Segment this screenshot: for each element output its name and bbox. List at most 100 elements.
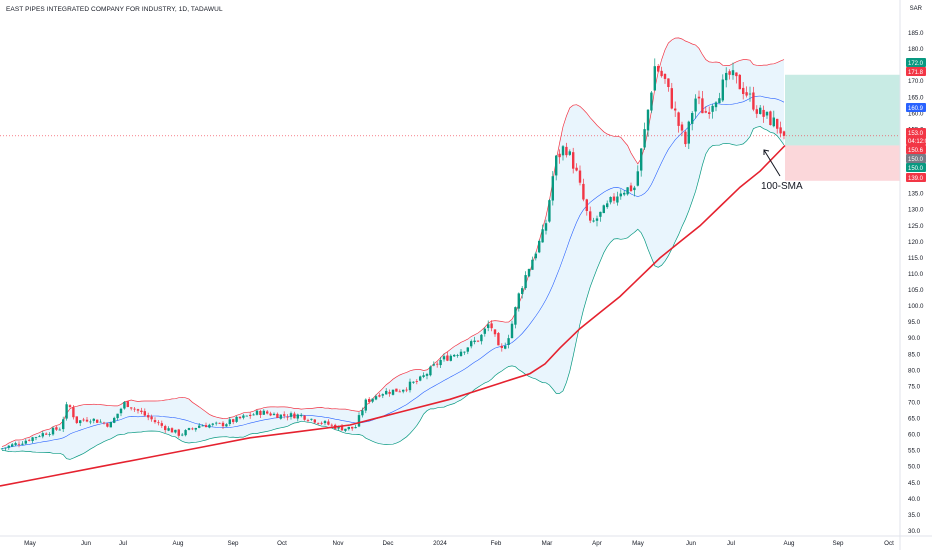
candle xyxy=(323,420,327,426)
candle xyxy=(181,432,184,437)
candle xyxy=(623,190,626,197)
candle-body xyxy=(136,409,140,411)
candle xyxy=(72,405,75,420)
candle-body xyxy=(157,422,160,424)
candle xyxy=(609,196,612,205)
candle-body xyxy=(497,333,500,346)
candle xyxy=(102,421,106,425)
candle xyxy=(704,106,707,114)
candle-body xyxy=(160,423,163,426)
candle-body xyxy=(524,275,527,289)
candle xyxy=(388,389,391,397)
candle-body xyxy=(269,413,272,416)
candle xyxy=(4,447,7,451)
candle-body xyxy=(711,105,714,112)
candle xyxy=(483,327,486,337)
candle xyxy=(558,149,561,164)
candle xyxy=(317,422,320,425)
candle xyxy=(500,343,503,352)
candle-body xyxy=(402,389,405,392)
candle-body xyxy=(116,413,119,419)
candle-body xyxy=(218,422,221,424)
candle-body xyxy=(34,437,38,438)
candle-body xyxy=(170,428,174,433)
candle-body xyxy=(388,391,391,394)
candle-body xyxy=(745,92,748,96)
y-tick-label: 45.0 xyxy=(908,480,921,487)
x-tick-label: Sep xyxy=(227,540,239,547)
candle xyxy=(497,331,500,346)
candle-body xyxy=(276,413,279,418)
candle-body xyxy=(4,447,7,449)
candle xyxy=(48,432,51,437)
candle xyxy=(640,148,643,177)
candle xyxy=(391,389,395,396)
candle-body xyxy=(211,423,214,425)
candle xyxy=(776,118,779,134)
candle-body xyxy=(300,415,303,416)
candle xyxy=(109,421,112,428)
candle xyxy=(21,441,24,446)
candle xyxy=(504,342,507,350)
candle xyxy=(364,398,367,414)
candle xyxy=(636,165,639,187)
candle-body xyxy=(113,417,116,423)
candle xyxy=(7,445,10,450)
candle-body xyxy=(323,421,327,424)
price-axis[interactable]: 185.0180.0175.0170.0165.0160.0155.0150.0… xyxy=(899,0,924,550)
candle xyxy=(568,149,571,156)
candle xyxy=(28,438,31,442)
candle-body xyxy=(429,366,432,376)
candle-body xyxy=(446,355,449,361)
x-tick-label: Mar xyxy=(542,540,553,547)
candle xyxy=(170,427,174,433)
candle-body xyxy=(687,121,690,144)
candle xyxy=(517,292,520,312)
price-tag-bg xyxy=(906,67,926,76)
candle-body xyxy=(776,118,779,129)
candle-body xyxy=(102,422,106,424)
candle-body xyxy=(453,354,456,357)
candle-body xyxy=(293,413,296,419)
candle xyxy=(619,189,622,200)
chart-title: EAST PIPES INTEGRATED COMPANY FOR INDUST… xyxy=(6,6,223,13)
stop-zone[interactable] xyxy=(785,145,900,181)
candle xyxy=(96,419,99,423)
candle xyxy=(779,121,782,138)
candle-body xyxy=(262,410,265,415)
candle xyxy=(106,422,109,428)
candle xyxy=(514,306,517,329)
candle xyxy=(633,185,636,197)
candle-body xyxy=(48,434,51,435)
price-tag-bg xyxy=(906,173,926,182)
x-tick-label: Jul xyxy=(119,540,127,547)
candle xyxy=(436,361,439,368)
y-tick-label: 65.0 xyxy=(908,416,921,423)
candle-body xyxy=(31,437,34,442)
plot-area[interactable] xyxy=(0,37,900,487)
time-axis[interactable]: May Jun Jul Aug Sep Oct Nov Dec 2024 Feb Mar Apr May… xyxy=(0,535,932,547)
candle-body xyxy=(62,419,65,430)
candle-body xyxy=(470,341,473,347)
y-tick-label: 30.0 xyxy=(908,528,921,535)
candle xyxy=(534,251,537,261)
candle-body xyxy=(555,155,558,176)
y-tick-label: 125.0 xyxy=(908,223,924,230)
y-tick-label: 115.0 xyxy=(908,255,924,262)
candle xyxy=(663,73,667,84)
candle-body xyxy=(694,98,697,112)
candle xyxy=(575,163,578,172)
candle xyxy=(320,421,323,425)
target-zone[interactable] xyxy=(785,74,900,146)
candle-body xyxy=(432,364,435,366)
candle-body xyxy=(606,203,609,208)
candle xyxy=(585,198,588,216)
candle xyxy=(402,389,405,394)
candle-body xyxy=(507,338,510,345)
candle-body xyxy=(385,390,388,395)
candle-body xyxy=(51,427,55,435)
candle-body xyxy=(636,171,639,186)
candle xyxy=(266,409,269,415)
candle xyxy=(306,418,310,423)
